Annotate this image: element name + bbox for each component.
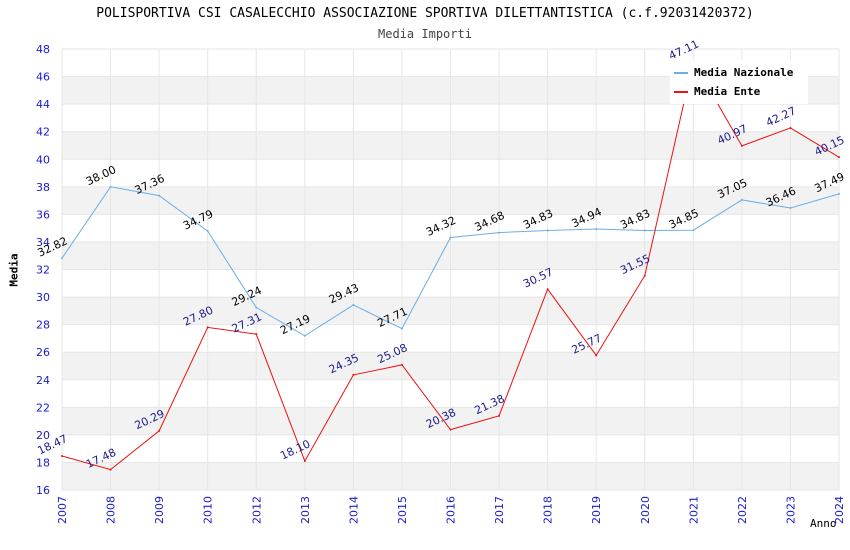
x-tick-label: 2009 xyxy=(153,496,166,524)
y-tick-label: 30 xyxy=(36,291,50,304)
data-point xyxy=(109,468,112,471)
x-tick-label: 2022 xyxy=(736,496,749,524)
y-tick-label: 42 xyxy=(36,126,50,139)
x-tick-label: 2017 xyxy=(493,496,506,524)
legend-label: Media Ente xyxy=(694,85,761,98)
legend-label: Media Nazionale xyxy=(694,66,794,79)
y-tick-label: 48 xyxy=(36,43,50,56)
data-point xyxy=(400,327,403,330)
data-point xyxy=(109,185,112,188)
data-point xyxy=(158,194,161,197)
data-label: 47.11 xyxy=(667,38,701,63)
x-tick-label: 2007 xyxy=(56,496,69,524)
data-point xyxy=(449,428,452,431)
y-tick-label: 28 xyxy=(36,319,50,332)
data-point xyxy=(838,192,840,195)
x-tick-label: 2015 xyxy=(396,496,409,524)
data-point xyxy=(255,306,258,309)
x-tick-label: 2013 xyxy=(299,496,312,524)
x-tick-label: 2008 xyxy=(105,496,118,524)
data-point xyxy=(498,414,501,417)
y-tick-label: 36 xyxy=(36,208,50,221)
x-tick-label: 2014 xyxy=(347,496,360,524)
data-point xyxy=(400,363,403,366)
data-label: 42.27 xyxy=(764,104,798,129)
y-tick-label: 22 xyxy=(36,401,50,414)
chart-subtitle: Media Importi xyxy=(378,27,472,41)
x-tick-label: 2021 xyxy=(687,496,700,524)
data-point xyxy=(61,257,63,260)
x-tick-label: 2020 xyxy=(639,496,652,524)
y-tick-label: 18 xyxy=(36,456,50,469)
data-point xyxy=(740,144,743,147)
data-point xyxy=(303,460,306,463)
data-point xyxy=(255,333,258,336)
data-point xyxy=(303,334,306,337)
y-tick-label: 34 xyxy=(36,236,50,249)
legend-swatch xyxy=(674,71,688,74)
x-tick-label: 2018 xyxy=(542,496,555,524)
y-tick-label: 46 xyxy=(36,71,50,84)
data-point xyxy=(740,198,743,201)
x-tick-label: 2010 xyxy=(202,496,215,524)
data-point xyxy=(789,126,792,129)
y-tick-label: 16 xyxy=(36,484,50,497)
x-tick-label: 2016 xyxy=(445,496,458,524)
data-point xyxy=(692,229,695,232)
x-tick-label: 2012 xyxy=(250,496,263,524)
data-point xyxy=(643,274,646,277)
data-point xyxy=(595,354,598,357)
data-label: 38.00 xyxy=(84,163,118,188)
y-tick-label: 44 xyxy=(36,98,50,111)
data-point xyxy=(352,373,355,376)
data-point xyxy=(838,156,840,159)
y-tick-label: 38 xyxy=(36,181,50,194)
data-point xyxy=(546,288,549,291)
y-tick-label: 40 xyxy=(36,153,50,166)
y-tick-label: 32 xyxy=(36,264,50,277)
x-tick-label: 2019 xyxy=(590,496,603,524)
legend-item: Media Nazionale xyxy=(670,63,808,82)
legend-swatch xyxy=(674,90,688,93)
data-point xyxy=(498,231,501,234)
legend-item: Media Ente xyxy=(670,82,808,101)
data-point xyxy=(595,227,598,230)
data-point xyxy=(449,236,452,239)
data-point xyxy=(61,454,63,457)
data-point xyxy=(352,303,355,306)
y-tick-label: 20 xyxy=(36,429,50,442)
y-tick-label: 24 xyxy=(36,374,50,387)
data-label: 34.32 xyxy=(424,214,458,239)
chart-title: POLISPORTIVA CSI CASALECCHIO ASSOCIAZION… xyxy=(96,6,754,21)
y-tick-label: 26 xyxy=(36,346,50,359)
chart-legend: Media Nazionale Media Ente xyxy=(670,60,808,104)
data-point xyxy=(206,230,209,233)
x-tick-label: 2024 xyxy=(833,496,846,524)
data-point xyxy=(643,229,646,232)
data-point xyxy=(546,229,549,232)
x-tick-label: 2023 xyxy=(784,496,797,524)
data-label: 18.10 xyxy=(278,437,312,462)
data-point xyxy=(206,326,209,329)
data-point xyxy=(789,207,792,210)
x-axis-label: Anno xyxy=(810,517,837,530)
data-point xyxy=(158,429,161,432)
